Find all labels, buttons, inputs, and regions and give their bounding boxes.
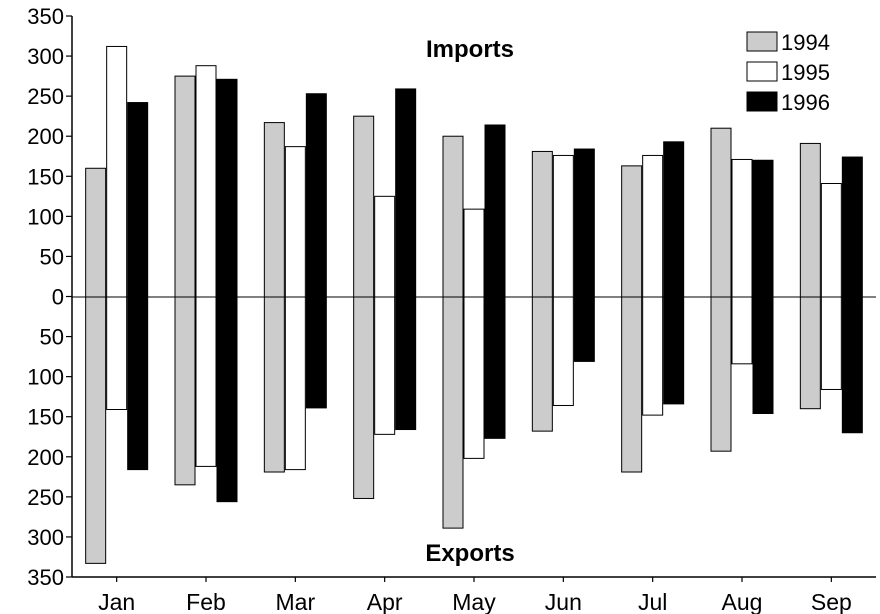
- month-label-jul: Jul: [638, 589, 667, 614]
- bar-1994-may: [442, 135, 464, 529]
- legend-label-1995: 1995: [781, 60, 830, 85]
- y-tick-label: 100: [27, 365, 64, 390]
- y-tick-label: 250: [27, 84, 64, 109]
- month-label-mar: Mar: [276, 589, 316, 614]
- bar-1995-feb: [195, 65, 217, 467]
- bar-1996-aug: [752, 159, 774, 415]
- legend-swatch-1994: [746, 31, 778, 52]
- y-tick-label: 200: [27, 124, 64, 149]
- y-tick-label: 300: [27, 525, 64, 550]
- month-label-feb: Feb: [186, 589, 226, 614]
- bar-1995-sep: [820, 182, 842, 390]
- bar-1995-jan: [106, 45, 128, 411]
- legend-swatch-1996: [746, 91, 778, 112]
- legend-label-1996: 1996: [781, 90, 830, 115]
- y-tick-label: 50: [40, 325, 64, 350]
- y-tick-labels: 350 300 250 200 150 100 50 0 50 100 150 200 250 300 35…: [27, 4, 72, 590]
- bar-1994-apr: [353, 115, 375, 499]
- bar-1996-jun: [573, 148, 595, 362]
- bar-1995-aug: [731, 158, 753, 365]
- month-label-may: May: [452, 589, 496, 614]
- month-label-aug: Aug: [722, 589, 763, 614]
- y-tick-label: 100: [27, 204, 64, 229]
- bar-1994-jun: [531, 150, 553, 432]
- y-tick-label: 50: [40, 244, 64, 269]
- bar-1995-jun: [552, 154, 574, 406]
- bar-1996-jul: [663, 141, 685, 405]
- month-labels: Jan Feb Mar Apr May Jun Jul Aug Sep: [98, 577, 852, 614]
- bar-1996-sep: [841, 156, 863, 434]
- bar-1996-jan: [127, 102, 149, 471]
- bar-1996-mar: [305, 93, 327, 409]
- bar-1995-jul: [642, 154, 664, 416]
- legend-swatch-1995: [746, 61, 778, 82]
- bar-1996-may: [484, 124, 506, 439]
- bar-1994-aug: [710, 127, 732, 452]
- y-tick-label: 150: [27, 164, 64, 189]
- month-label-sep: Sep: [811, 589, 852, 614]
- bar-1996-feb: [216, 78, 238, 503]
- y-tick-label: 350: [27, 565, 64, 590]
- bar-1996-apr: [395, 88, 417, 431]
- imports-annotation: Imports: [426, 36, 514, 63]
- month-label-jun: Jun: [545, 589, 582, 614]
- bar-1995-apr: [374, 195, 396, 435]
- bar-1995-mar: [284, 146, 306, 471]
- month-label-jan: Jan: [98, 589, 135, 614]
- y-tick-label: 0: [52, 285, 64, 310]
- y-tick-label: 200: [27, 445, 64, 470]
- bar-1994-feb: [174, 75, 196, 486]
- bars: [85, 45, 863, 564]
- y-tick-label: 150: [27, 405, 64, 430]
- y-tick-label: 300: [27, 44, 64, 69]
- bar-1994-sep: [799, 142, 821, 410]
- y-tick-label: 250: [27, 485, 64, 510]
- exports-annotation: Exports: [425, 540, 514, 567]
- month-label-apr: Apr: [367, 589, 403, 614]
- y-tick-label: 350: [27, 4, 64, 29]
- legend-label-1994: 1994: [781, 30, 830, 55]
- legend: 1994 1995 1996: [746, 30, 830, 115]
- bar-1995-may: [463, 208, 485, 459]
- bar-1994-jan: [85, 167, 107, 564]
- bar-1994-jul: [621, 165, 643, 473]
